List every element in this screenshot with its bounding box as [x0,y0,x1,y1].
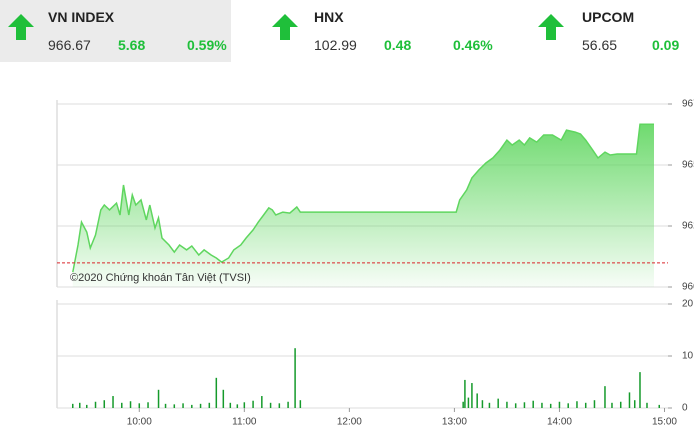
volume-bar [278,403,281,408]
volume-bar [103,400,106,408]
volume-bar [532,400,534,408]
volume-bar [497,398,499,408]
index-card[interactable]: VN INDEX 966.67 5.68 0.59% [0,0,231,62]
volume-bar [173,404,176,408]
index-name: VN INDEX [48,9,115,25]
y-tick-label: 20 [682,299,694,310]
header: VN INDEX 966.67 5.68 0.59% HNX 102.99 0.… [0,0,694,62]
volume-bar [287,401,289,408]
price-line [72,123,654,273]
volume-bar [215,377,218,408]
volume-bar [471,383,473,408]
volume-bar [611,402,613,408]
volume-bar [523,402,526,408]
volume-bar [584,402,587,408]
volume-bar [157,389,160,408]
volume-bar [633,400,636,408]
index-percent: 0.59% [187,37,227,53]
volume-bar [467,397,470,408]
volume-bar [72,403,74,408]
volume-bar [112,396,114,408]
volume-bar [79,402,81,408]
volume-bar [121,402,123,408]
volume-bar [646,402,648,408]
volume-bar [138,403,141,408]
volume-bar [558,401,561,408]
volume-bar [208,402,211,408]
area-fill [72,124,654,287]
volume-bar [86,404,88,408]
volume-bar [476,393,478,408]
volume-bar [299,400,302,408]
index-card[interactable]: UPCOM 56.65 0.09 [468,0,694,62]
x-tick-label: 15:00 [652,417,677,428]
watermark: ©2020 Chứng khoán Tân Việt (TVSI) [70,272,251,284]
index-change: 0.09 [652,37,680,53]
volume-bar [488,402,491,408]
volume-bar [549,403,552,408]
y-tick-label: 967.5 [682,99,694,110]
y-tick-label: 962.5 [682,221,694,232]
volume-bar [261,396,263,408]
index-percent: 0.46% [453,37,493,53]
volume-bar [229,402,232,408]
volume-bar [576,401,578,408]
x-tick-label: 12:00 [337,417,362,428]
index-price: 966.67 [48,37,91,53]
volume-bar [94,401,97,408]
volume-bar [514,403,517,408]
volume-bar [462,401,464,408]
volume-bar [147,402,149,408]
volume-bar [222,389,225,408]
index-card[interactable]: HNX 102.99 0.48 0.46% [234,0,493,62]
up-arrow [8,14,34,40]
x-tick-label: 11:00 [232,417,257,428]
index-price: 102.99 [314,37,357,53]
volume-bar [269,402,272,408]
y-tick-label: 10 [682,351,694,362]
volume-bar [567,403,569,408]
up-arrow [272,14,298,40]
volume-bar [294,348,296,408]
volume-bar [593,400,596,408]
volume-bar [604,386,606,408]
x-tick-label: 13:00 [442,417,467,428]
volume-bar [182,403,184,408]
up-arrow [538,14,564,40]
index-change: 5.68 [118,37,146,53]
index-change: 0.48 [384,37,412,53]
x-tick-label: 10:00 [127,417,152,428]
volume-bar [191,404,193,408]
volume-bar [252,400,254,408]
volume-bar [541,402,543,408]
volume-bar [481,400,484,408]
y-tick-label: 965 [682,160,694,171]
volume-bar [129,401,132,408]
volume-bar [628,392,631,408]
volume-bar [199,403,202,408]
volume-bar [658,404,660,408]
volume-bar [164,403,167,408]
y-tick-label: 0 [682,403,688,414]
volume-bar [243,402,246,408]
x-tick-label: 14:00 [547,417,572,428]
index-price: 56.65 [582,37,618,53]
volume-bar [464,379,466,408]
volume-bar [639,372,641,408]
volume-bar [236,404,239,408]
index-name: HNX [314,9,344,25]
volume-bar [506,401,508,408]
index-name: UPCOM [582,9,635,25]
volume-bar [619,401,622,408]
y-tick-label: 960 [682,282,694,293]
